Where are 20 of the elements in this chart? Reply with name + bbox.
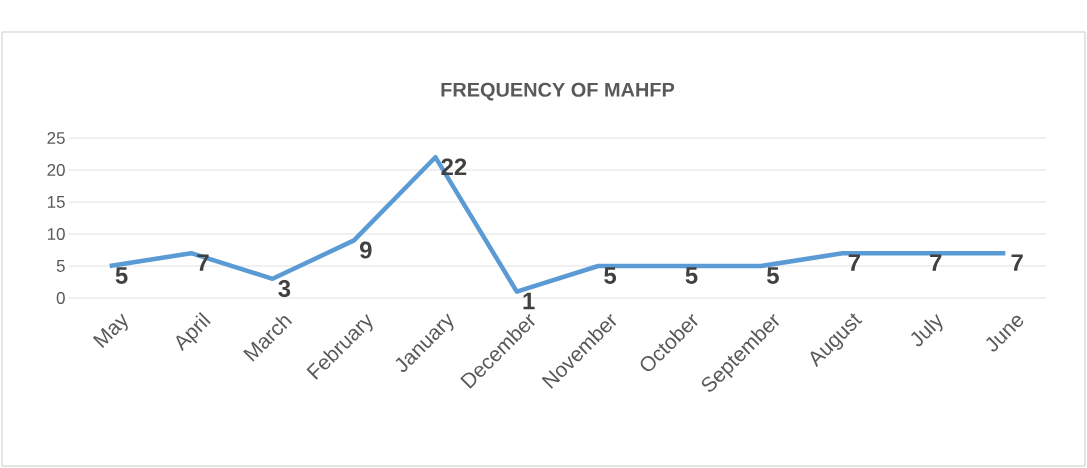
y-tick-label: 25 bbox=[47, 132, 65, 144]
data-label: 5 bbox=[115, 267, 128, 284]
data-label: 3 bbox=[278, 280, 291, 297]
data-label: 5 bbox=[685, 267, 698, 284]
y-tick-label: 0 bbox=[56, 292, 65, 304]
data-label: 9 bbox=[359, 241, 372, 259]
x-tick-label: May bbox=[92, 313, 128, 348]
y-tick-label: 5 bbox=[56, 260, 65, 272]
y-tick-label: 15 bbox=[47, 196, 65, 208]
data-label: 5 bbox=[604, 267, 617, 284]
x-tick-label: July bbox=[910, 313, 943, 347]
data-label: 7 bbox=[930, 254, 942, 271]
data-label: 7 bbox=[197, 254, 209, 271]
data-label: 1 bbox=[523, 292, 535, 310]
chart-title: FREQUENCY OF MAHFP bbox=[441, 82, 675, 101]
data-label: 7 bbox=[1011, 254, 1023, 271]
y-tick-label: 10 bbox=[47, 228, 65, 240]
data-label: 7 bbox=[848, 254, 860, 271]
y-tick-label: 20 bbox=[47, 164, 65, 176]
data-label: 5 bbox=[766, 267, 779, 284]
